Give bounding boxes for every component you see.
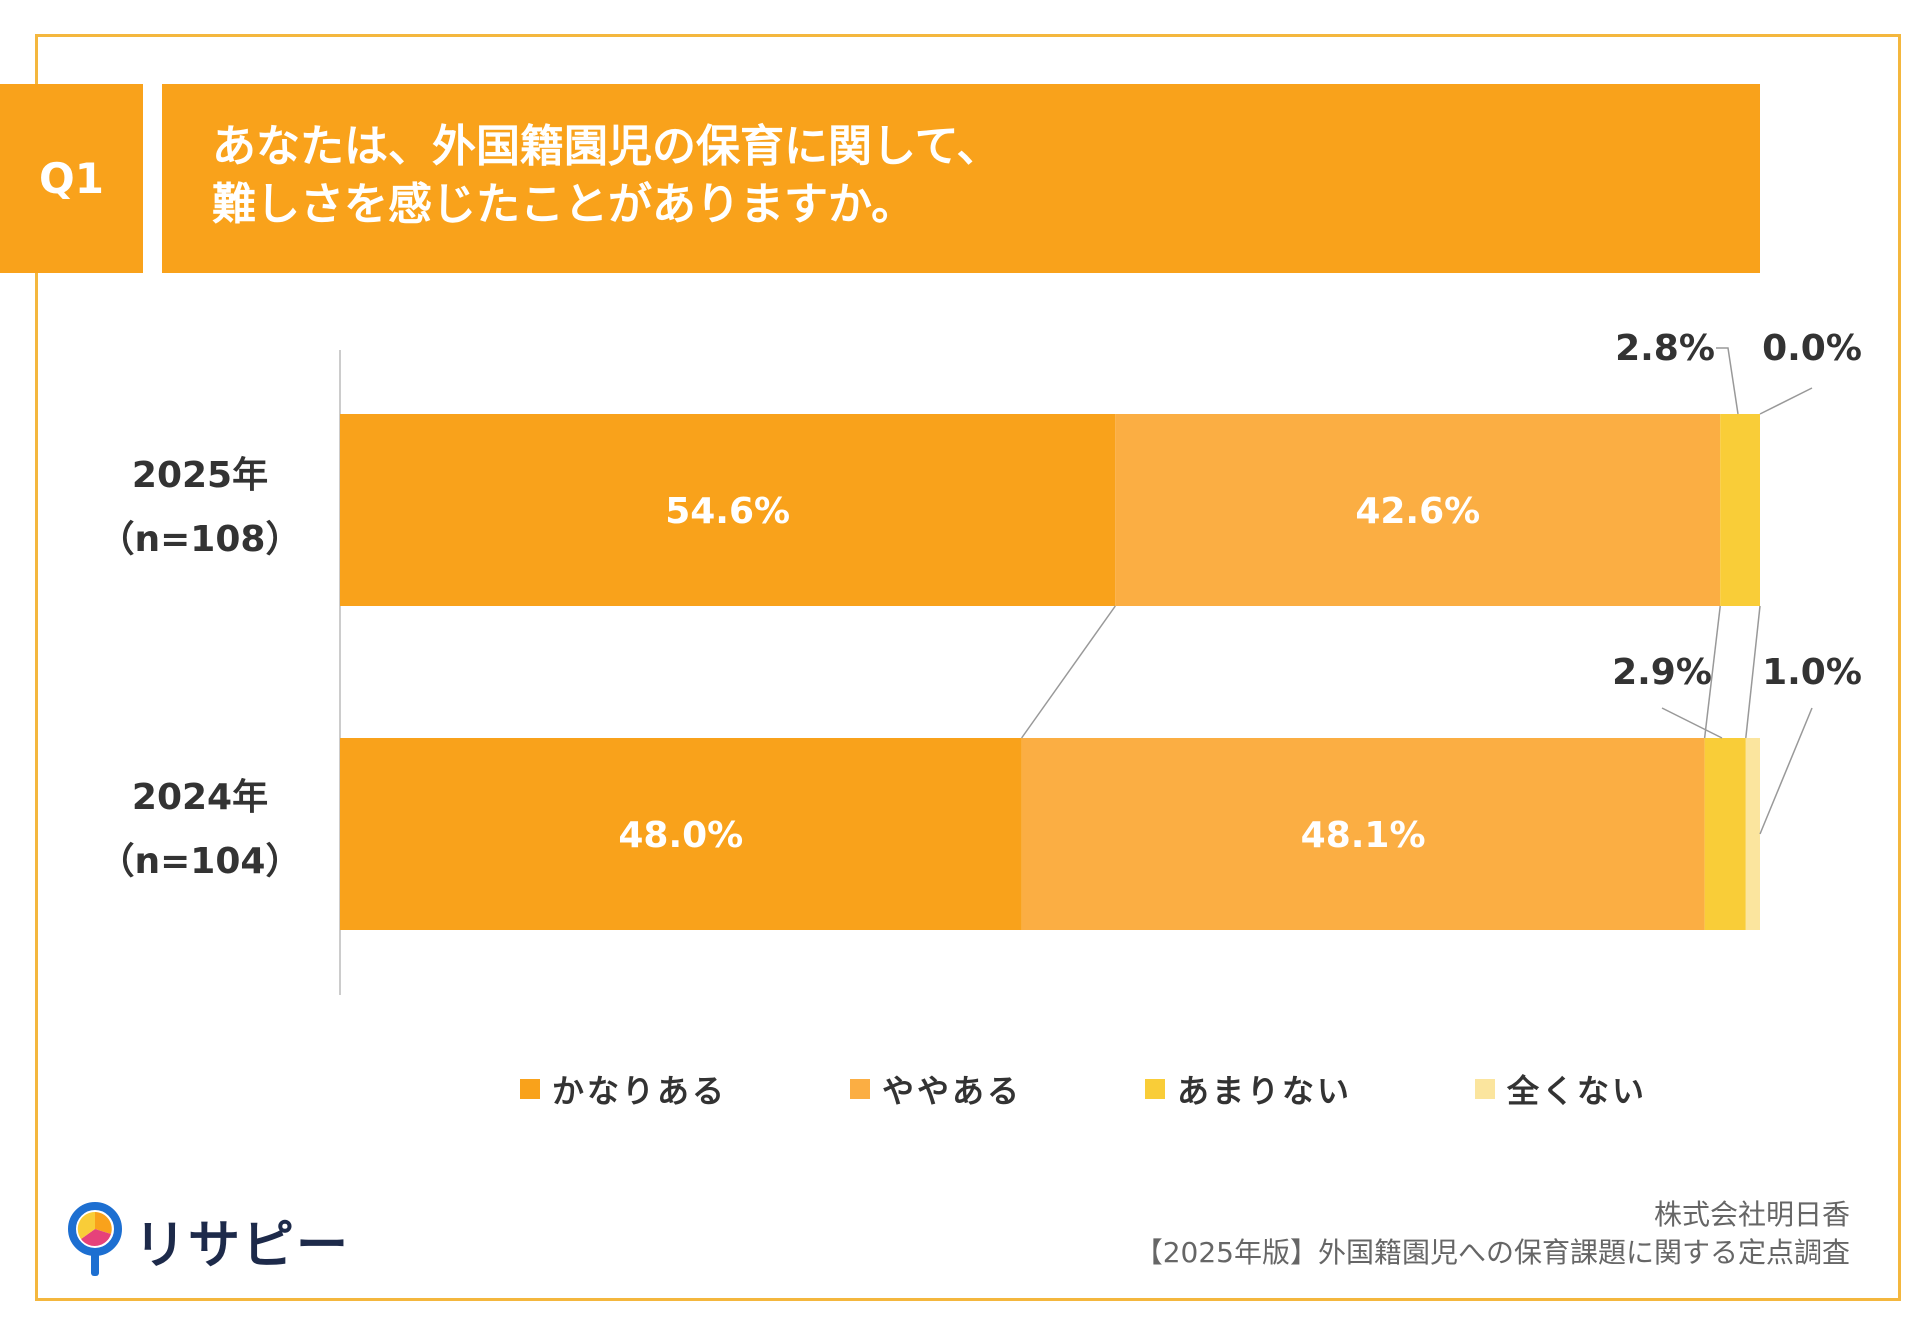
connector-line	[1745, 605, 1761, 739]
credit-survey: 【2025年版】外国籍園児への保育課題に関する定点調査	[1134, 1236, 1850, 1269]
legend-label: 全くない	[1507, 1072, 1648, 1110]
connector-line	[1703, 605, 1721, 739]
legend-label: ややある	[882, 1072, 1023, 1110]
legend-swatch	[1475, 1079, 1495, 1099]
legend-swatch	[520, 1079, 540, 1099]
data-label: 48.1%	[1301, 815, 1426, 856]
row-year: 2024年	[131, 777, 269, 818]
leader-line	[1759, 387, 1813, 415]
row-label-2024: 2024年 （n=104）	[90, 766, 310, 894]
legend-item-yaya: ややある	[850, 1066, 1145, 1112]
chart-frame	[35, 34, 1901, 1301]
question-line-1: あなたは、外国籍園児の保育に関して、	[212, 121, 1001, 172]
bar-segment	[340, 738, 1022, 930]
data-label: 54.6%	[665, 491, 790, 532]
bar-segment	[1745, 738, 1760, 930]
connector-line	[1020, 605, 1116, 739]
leader-line	[1716, 347, 1739, 415]
data-label: 2.8%	[1615, 328, 1715, 369]
row-year: 2025年	[131, 455, 269, 496]
brand-name: リサピー	[134, 1215, 351, 1276]
magnifier-icon	[68, 1202, 122, 1276]
row-n: （n=104）	[98, 841, 302, 882]
row-n: （n=108）	[98, 519, 302, 560]
legend-item-mattaku: 全くない	[1475, 1066, 1647, 1112]
data-label: 1.0%	[1762, 652, 1862, 693]
legend-swatch	[850, 1079, 870, 1099]
row-label-2025: 2025年 （n=108）	[90, 444, 310, 572]
leader-line	[1661, 707, 1723, 739]
legend-label: かなりある	[552, 1072, 728, 1110]
credit-company: 株式会社明日香	[1653, 1198, 1850, 1231]
bar-segment	[1720, 414, 1760, 606]
bar-segment	[1704, 738, 1746, 930]
legend-item-amari: あまりない	[1145, 1066, 1475, 1112]
legend-swatch	[1145, 1079, 1165, 1099]
question-line-2: 難しさを感じたことがありますか。	[212, 179, 916, 230]
bar-segment	[1115, 414, 1721, 606]
bar-segment	[1021, 738, 1705, 930]
legend-item-kanari: かなりある	[520, 1066, 850, 1112]
bar-segment	[340, 414, 1116, 606]
brand-logo: リサピー	[66, 1200, 350, 1280]
data-label: 0.0%	[1762, 328, 1862, 369]
question-badge: Q1	[0, 84, 143, 273]
data-label: 2.9%	[1612, 652, 1712, 693]
legend: かなりある ややある あまりない 全くない	[520, 1064, 1720, 1114]
leader-line	[1759, 707, 1813, 835]
data-label: 42.6%	[1355, 491, 1480, 532]
legend-label: あまりない	[1177, 1072, 1353, 1110]
credit: 株式会社明日香 【2025年版】外国籍園児への保育課題に関する定点調査	[1135, 1196, 1850, 1272]
data-label: 48.0%	[618, 815, 743, 856]
question-banner: あなたは、外国籍園児の保育に関して、 難しさを感じたことがありますか。	[162, 84, 1760, 273]
